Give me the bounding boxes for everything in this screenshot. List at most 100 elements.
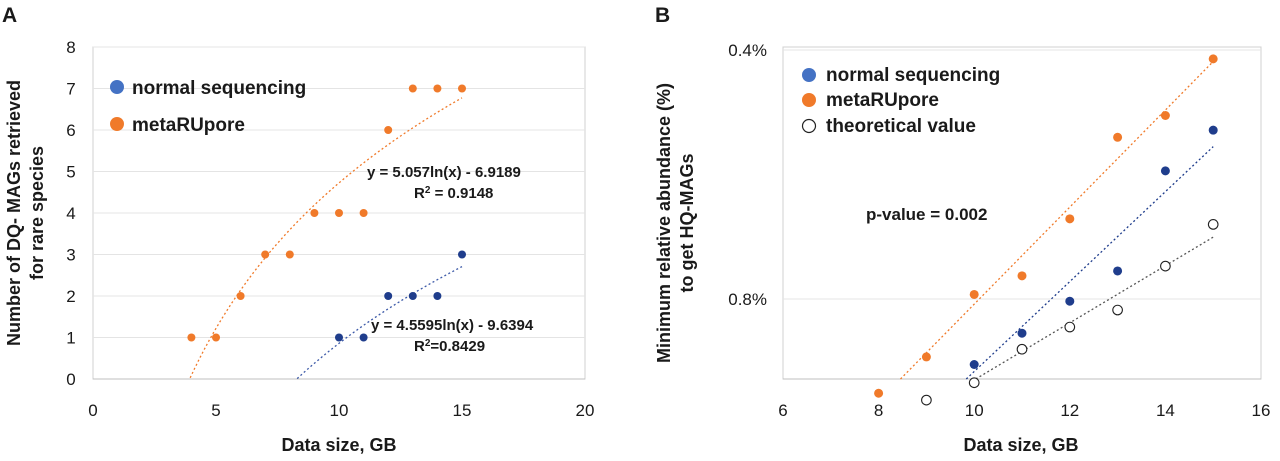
panel-a-point-s1-9 [408,84,417,93]
panel-b-point-s0-2 [1017,328,1027,338]
panel-a-r2-normal: R2=0.8429 [414,338,485,356]
panel-b-point-s0-5 [1160,166,1170,176]
panel-b-legend-meta: metaRUpore [826,90,939,111]
panel-a-letter: A [2,4,17,27]
panel-a-y-tick-label-6: 6 [66,121,75,140]
panel-b-point-s2-5 [1160,260,1171,272]
panel-a-y-title-line1: Number of DQ- MAGs retrieved [4,80,24,346]
panel-b-y-title-line2: to get HQ-MAGs [677,154,697,293]
panel-a-y-tick-label-5: 5 [66,163,75,182]
panel-a-y-tick-label-1: 1 [66,329,75,348]
panel-a-points [187,84,466,342]
panel-b-legend-marker-meta [802,93,816,107]
panel-b-point-s2-3 [1064,321,1076,333]
panel-a-legend-normal: normal sequencing [132,78,306,99]
panel-a: A 0 1 2 3 4 5 6 7 8 0 5 10 15 20 Data size, GB Numbe… [2,4,594,455]
panel-b-x-ticks: 6 8 10 12 14 16 [778,401,1270,420]
panel-b-point-s1-3 [1017,271,1027,281]
panel-b-y-title-line1: Minimum relative abundance (%) [654,83,674,363]
panel-a-point-s1-7 [359,209,368,217]
panel-b-point-s0-3 [1065,296,1075,306]
panel-a-x-tick-label-4: 20 [576,401,595,420]
panel-b-y-tick-label-1: 0.8% [728,290,767,309]
panel-a-trendline-1 [189,97,463,379]
panel-b-legend: normal sequencing metaRUpore theoretical… [801,65,1000,137]
panel-a-x-ticks: 0 5 10 15 20 [88,401,594,420]
panel-a-point-s1-6 [335,209,343,217]
panel-b-point-s2-0 [921,394,932,406]
panel-b-x-tick-label-1: 8 [874,401,883,420]
panel-a-trendline-0 [296,266,463,380]
panel-a-equation-normal: y = 4.5595ln(x) - 9.6394 [371,317,534,334]
panel-b-y-tick-label-0: 0.4% [728,41,767,60]
panel-b-x-title: Data size, GB [963,435,1078,455]
panel-a-y-tick-label-8: 8 [66,38,75,57]
panel-b-point-s2-1 [968,377,980,389]
panel-a-r2-meta: R2 = 0.9148 [414,185,493,203]
panel-b-y-ticks: 0.4% 0.8% [728,41,767,309]
panel-a-y-tick-label-0: 0 [66,370,75,389]
panel-a-y-tick-label-4: 4 [66,204,75,223]
panel-a-point-s0-5 [458,250,466,259]
panel-b-x-tick-label-4: 14 [1156,401,1175,420]
panel-b-point-s1-1 [921,352,931,362]
panel-a-y-tick-label-2: 2 [66,287,75,306]
panel-a-point-s1-4 [285,250,294,259]
panel-a-point-s0-2 [384,292,393,300]
panel-a-gridlines [93,46,585,338]
panel-b-x-tick-label-3: 12 [1060,401,1079,420]
panel-a-legend: normal sequencing metaRUpore [110,78,306,136]
panel-a-point-s1-10 [433,84,442,93]
panel-b-point-s1-5 [1113,132,1123,142]
panel-b-gridlines [783,49,1261,300]
panel-b-point-s1-4 [1065,214,1075,224]
panel-b: B 0.4% 0.8% 6 8 10 12 14 16 Data size, GB Mini… [654,4,1270,455]
panel-a-x-tick-label-0: 0 [88,401,97,420]
panel-b-trendline-2 [975,236,1214,380]
panel-b-trendlines [900,61,1214,380]
panel-a-legend-meta: metaRUpore [132,115,245,136]
panel-b-legend-marker-theoretical [801,118,817,134]
panel-a-point-s0-1 [359,333,368,342]
panel-b-legend-marker-normal [802,68,816,82]
panel-a-point-s0-0 [335,333,343,342]
panel-b-letter: B [655,4,670,27]
panel-b-legend-normal: normal sequencing [826,65,1000,86]
panel-b-points [874,54,1219,406]
panel-b-point-s2-2 [1016,343,1028,355]
panel-a-x-tick-label-2: 10 [330,401,349,420]
panel-a-x-tick-label-1: 5 [211,401,220,420]
panel-b-legend-theoretical: theoretical value [826,116,976,137]
panel-a-point-s1-3 [261,250,270,259]
panel-a-legend-marker-meta [110,117,124,131]
panel-b-point-s1-0 [874,388,884,398]
panel-b-pvalue: p-value = 0.002 [866,205,987,224]
panel-a-y-title-line2: for rare species [27,146,47,280]
panel-b-point-s0-6 [1208,125,1218,135]
panel-b-x-tick-label-2: 10 [965,401,984,420]
panel-b-x-tick-label-0: 6 [778,401,787,420]
panel-b-point-s0-1 [969,359,979,369]
panel-a-point-s0-4 [433,292,442,300]
panel-b-point-s1-6 [1160,110,1170,120]
panel-a-legend-marker-normal [110,80,124,94]
panel-a-point-s1-1 [212,333,220,342]
panel-a-x-title: Data size, GB [281,435,396,455]
panel-b-point-s2-6 [1207,219,1219,230]
panel-a-point-s1-0 [187,333,196,342]
panel-a-point-s1-5 [310,209,319,217]
panel-a-y-tick-label-7: 7 [66,80,75,99]
panel-a-point-s1-2 [236,292,245,300]
panel-b-point-s1-7 [1208,54,1218,64]
panel-a-point-s1-11 [458,84,466,93]
panel-b-point-s0-4 [1113,266,1123,276]
panel-a-y-tick-label-3: 3 [66,246,75,265]
panel-b-trendline-0 [965,146,1214,380]
panel-b-x-tick-label-5: 16 [1252,401,1271,420]
panel-a-equation-meta: y = 5.057ln(x) - 6.9189 [367,164,521,181]
panel-a-trendlines [189,97,463,380]
panel-a-y-ticks: 0 1 2 3 4 5 6 7 8 [66,38,75,389]
panel-a-x-tick-label-3: 15 [453,401,472,420]
panel-b-point-s1-2 [969,289,979,299]
